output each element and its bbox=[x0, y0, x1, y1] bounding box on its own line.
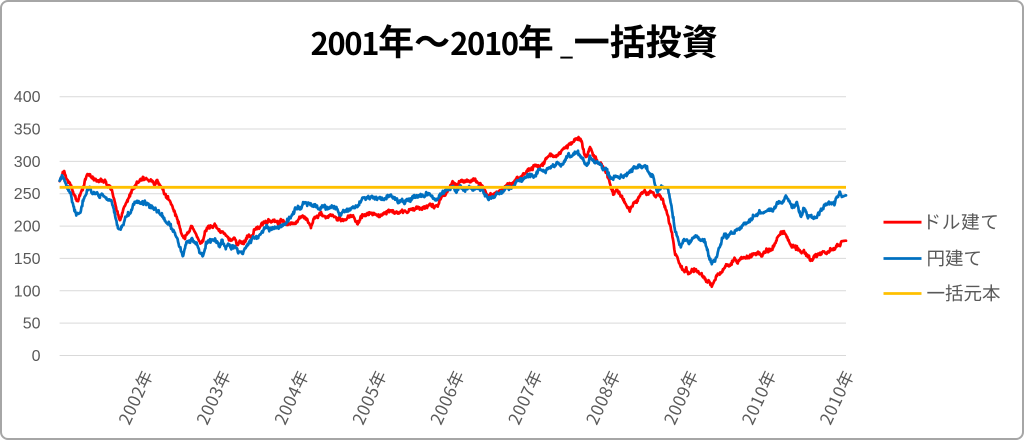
svg-text:100: 100 bbox=[14, 283, 41, 300]
svg-text:0: 0 bbox=[32, 348, 41, 365]
svg-text:400: 400 bbox=[14, 89, 41, 106]
svg-text:150: 150 bbox=[14, 251, 41, 268]
svg-text:200: 200 bbox=[14, 219, 41, 236]
svg-text:300: 300 bbox=[14, 154, 41, 171]
svg-text:50: 50 bbox=[23, 316, 41, 333]
svg-text:350: 350 bbox=[14, 122, 41, 139]
svg-text:250: 250 bbox=[14, 186, 41, 203]
